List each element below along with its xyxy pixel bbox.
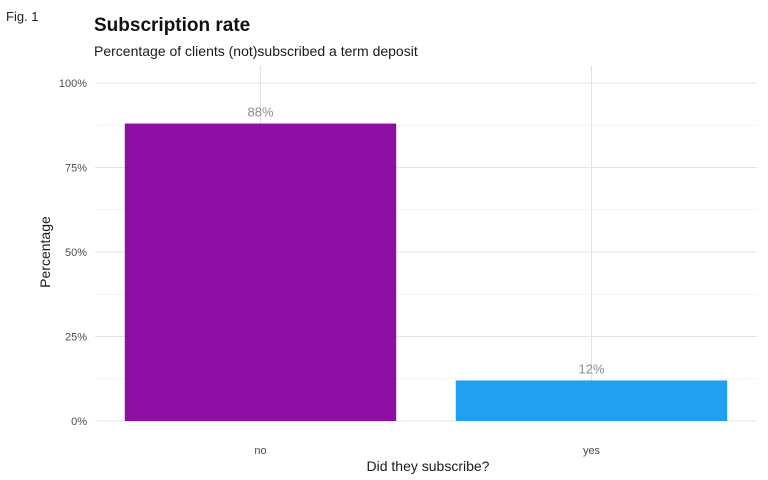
y-axis-ticks: 0% 25% 50% 75% 100% (59, 78, 87, 428)
bar-no (124, 123, 397, 421)
y-axis-title: Percentage (37, 216, 53, 288)
y-tick-label: 25% (65, 332, 87, 344)
y-tick-label: 100% (59, 78, 87, 90)
data-label-yes: 12% (578, 361, 604, 376)
x-tick-label-no: no (254, 445, 266, 457)
y-tick-label: 75% (65, 163, 87, 175)
x-tick-label-yes: yes (583, 445, 601, 457)
data-label-no: 88% (247, 105, 273, 120)
bar-yes (455, 380, 728, 421)
chart-title: Subscription rate (94, 15, 251, 36)
chart-subtitle: Percentage of clients (not)subscribed a … (94, 43, 418, 59)
data-labels: 88% 12% (247, 105, 604, 377)
bars (124, 123, 728, 421)
y-tick-label: 0% (71, 416, 87, 428)
x-axis-title: Did they subscribe? (367, 458, 490, 474)
figure-label: Fig. 1 (6, 9, 39, 24)
y-tick-label: 50% (65, 247, 87, 259)
x-axis-ticks: no yes (254, 445, 600, 457)
